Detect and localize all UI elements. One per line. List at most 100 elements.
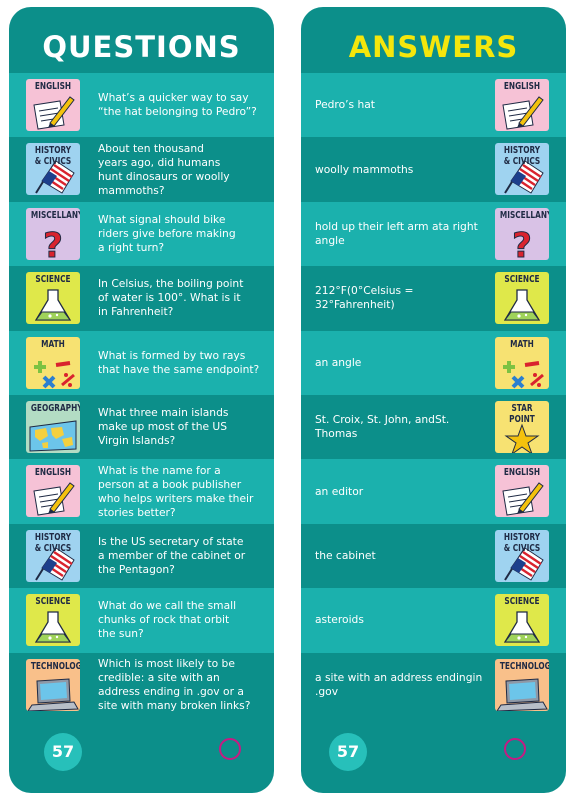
category-badge: HISTORY & CIVICS xyxy=(495,529,549,582)
math-symbols-icon xyxy=(503,360,544,388)
star-icon xyxy=(504,423,540,453)
punch-hole-icon xyxy=(219,738,241,760)
questions-card: QUESTIONS ENGLISH What’s a quicker way to… xyxy=(9,7,274,793)
text-line: address ending in .gov or a xyxy=(98,684,244,698)
text-line: a member of the cabinet or xyxy=(98,548,246,562)
text-line: Virgin Islands? xyxy=(98,434,176,448)
answer-text: 212°F(0°Celsius = 32°Fahrenheit) xyxy=(315,266,484,330)
world-map-icon xyxy=(29,420,77,452)
question-row: GEOGRAPHY What three main islands make up … xyxy=(9,394,274,460)
text-line: the cabinet xyxy=(315,548,376,562)
category-label: ENGLISH xyxy=(503,81,541,92)
text-line: About ten thousand xyxy=(98,141,204,155)
text-line: Pedro’s hat xyxy=(315,98,375,112)
english-pencil-icon xyxy=(502,482,544,516)
text-line: “the hat belonging to Pedro”? xyxy=(98,105,257,119)
category-label: MATH xyxy=(41,338,65,350)
category-badge: SCIENCE xyxy=(26,594,80,647)
category-badge: ENGLISH xyxy=(26,79,80,131)
category-badge: ENGLISH xyxy=(495,79,549,131)
text-line: make up most of the US xyxy=(98,420,228,434)
question-text: What three main islands make up most of t… xyxy=(98,395,266,459)
svg-text:?: ? xyxy=(43,226,63,260)
question-text: What’s a quicker way to say “the hat belo… xyxy=(98,73,266,137)
us-flag-icon xyxy=(35,547,75,581)
category-label: STAR POINT xyxy=(509,402,535,425)
answer-text: hold up their left arm ata right angle xyxy=(315,202,484,266)
question-text: What is the name for a person at a book p… xyxy=(98,459,266,523)
english-pencil-icon xyxy=(502,96,544,130)
question-mark-icon: ? xyxy=(43,225,64,260)
category-label: TECHNOLOGY xyxy=(30,660,80,672)
english-pencil-icon xyxy=(33,96,75,130)
laptop-icon xyxy=(496,677,548,711)
category-label: MISCELLANY xyxy=(30,209,80,221)
question-row: MATH What is formed by two rays that have … xyxy=(9,330,274,395)
question-row: SCIENCE In Celsius, the boiling point of w… xyxy=(9,266,274,331)
flask-icon xyxy=(503,289,541,321)
text-line: Is the US secretary of state xyxy=(98,534,244,548)
answer-text: asteroids xyxy=(315,588,484,652)
question-mark-icon: ? xyxy=(512,225,533,260)
text-line: stories better? xyxy=(98,505,176,519)
text-line: the sun? xyxy=(98,627,144,641)
question-row: TECHNOLOGY Which is most likely to becred… xyxy=(9,652,274,717)
answers-list: ENGLISH Pedro’s hat HISTORY & CIVICS woolly… xyxy=(301,73,566,717)
category-label: ENGLISH xyxy=(34,467,72,479)
question-text: About ten thousand years ago, did humans h… xyxy=(98,137,266,201)
english-pencil-icon xyxy=(33,482,75,516)
category-badge: MATH xyxy=(495,336,549,389)
punch-hole-icon xyxy=(504,738,526,760)
answer-row: ? MISCELLANY hold up their left arm ata ri… xyxy=(301,201,566,267)
us-flag-icon xyxy=(504,160,544,195)
answer-text: St. Croix, St. John, andSt. Thomas xyxy=(315,395,484,459)
category-label: HISTORY & CIVICS xyxy=(503,531,541,554)
answer-row: SCIENCE 212°F(0°Celsius = 32°Fahrenheit) xyxy=(301,266,566,331)
laptop-icon xyxy=(27,677,79,711)
category-badge: ? MISCELLANY xyxy=(495,207,549,260)
text-line: asteroids xyxy=(315,613,364,627)
text-line: What three main islands xyxy=(98,406,229,420)
answer-text: Pedro’s hat xyxy=(315,73,484,137)
category-label: SCIENCE xyxy=(504,596,540,608)
text-line: hold up their left arm at xyxy=(315,219,443,233)
text-line: hunt dinosaurs or woolly xyxy=(98,169,230,183)
us-flag-icon xyxy=(504,547,544,581)
question-text: What signal should bike riders give befor… xyxy=(98,202,266,266)
text-line: What is the name for a xyxy=(98,463,221,477)
text-line: a right turn? xyxy=(98,240,165,254)
text-line: What do we call the small xyxy=(98,599,237,613)
category-label: HISTORY & CIVICS xyxy=(503,145,541,168)
answer-row: TECHNOLOGY a site with an address endingi… xyxy=(301,652,566,717)
answer-row: ENGLISH Pedro’s hat xyxy=(301,73,566,138)
answer-row: SCIENCE asteroids xyxy=(301,588,566,653)
text-line: person at a book publisher xyxy=(98,477,242,491)
question-text: Which is most likely to be credible: a si… xyxy=(98,653,266,717)
text-line: the Pentagon? xyxy=(98,562,175,576)
answer-text: a site with an address endingin .gov xyxy=(315,653,484,717)
answer-text: the cabinet xyxy=(315,524,484,588)
category-badge: HISTORY & CIVICS xyxy=(495,143,549,196)
category-badge: GEOGRAPHY xyxy=(26,400,80,453)
text-line: What signal should bike xyxy=(98,212,226,226)
category-label: TECHNOLOGY xyxy=(499,660,549,672)
category-label: MATH xyxy=(510,338,534,350)
category-badge: ENGLISH xyxy=(26,465,80,518)
answer-row: HISTORY & CIVICS woolly mammoths xyxy=(301,137,566,202)
question-row: ENGLISH What is the name for a person at a… xyxy=(9,459,274,524)
answer-row: MATH an angle xyxy=(301,330,566,395)
category-label: SCIENCE xyxy=(35,596,71,608)
questions-title: QUESTIONS xyxy=(42,30,241,64)
text-line: What is formed by two rays xyxy=(98,348,246,362)
answers-title: ANSWERS xyxy=(348,30,519,64)
category-label: HISTORY & CIVICS xyxy=(34,531,72,554)
text-line: who helps writers make their xyxy=(98,491,254,505)
category-badge: TECHNOLOGY xyxy=(495,658,549,711)
answer-row: STAR POINT St. Croix, St. John, andSt. Th… xyxy=(301,394,566,460)
question-row: HISTORY & CIVICS About ten thousand years … xyxy=(9,137,274,202)
category-label: MISCELLANY xyxy=(499,209,549,221)
text-line: 212°F xyxy=(315,284,347,298)
category-badge: ? MISCELLANY xyxy=(26,207,80,260)
category-badge: HISTORY & CIVICS xyxy=(26,143,80,196)
text-line: In Celsius, the boiling point xyxy=(98,277,244,291)
